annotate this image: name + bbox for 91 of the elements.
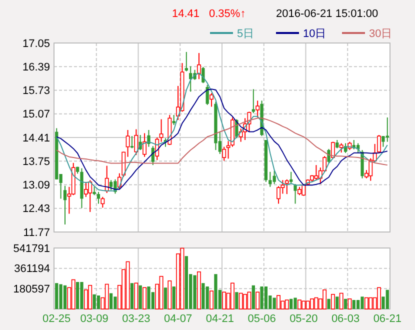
bar — [252, 285, 255, 309]
bar — [214, 274, 218, 309]
bar — [264, 286, 268, 309]
bar — [138, 285, 142, 309]
candlestick — [302, 184, 306, 196]
candlestick — [327, 148, 330, 164]
text: 14.41 — [172, 8, 200, 20]
x-tick-label: 04-07 — [164, 313, 192, 325]
y-tick-label: 12.43 — [22, 203, 50, 216]
candlestick — [100, 196, 105, 208]
candlestick — [256, 100, 260, 118]
bar — [193, 275, 196, 309]
candlestick — [134, 128, 138, 156]
x-tick-label: 02-25 — [42, 313, 71, 325]
bar — [360, 296, 364, 309]
bar — [327, 298, 330, 309]
bar — [356, 300, 360, 309]
candlestick — [159, 118, 164, 142]
x-tick-label: 05-06 — [248, 313, 276, 325]
candlestick — [96, 191, 100, 204]
bar — [114, 296, 117, 309]
y-tick-label: 15.73 — [22, 85, 50, 98]
x-tick-label: 06-21 — [373, 313, 402, 325]
x-tick-label: 03-09 — [80, 313, 108, 325]
candlestick — [377, 134, 381, 154]
candlestick — [382, 136, 385, 148]
candlestick — [147, 129, 150, 148]
candlestick — [109, 180, 113, 191]
legend-label: 30日 — [369, 28, 392, 40]
bar — [172, 286, 176, 309]
bar — [206, 286, 209, 309]
bar — [80, 282, 84, 309]
bar — [59, 284, 62, 309]
y-tick-label: 541791 — [13, 242, 50, 255]
x-tick-label: 06-03 — [331, 313, 360, 325]
bar — [92, 294, 96, 309]
bar — [352, 300, 356, 309]
legend-label: 5日 — [237, 28, 254, 40]
text: 0.35%↑ — [209, 8, 246, 20]
bar — [147, 286, 150, 309]
x-tick-label: 03-23 — [122, 313, 150, 325]
candlestick — [314, 164, 318, 181]
bar — [235, 292, 238, 309]
bar — [202, 283, 205, 309]
bar — [344, 298, 348, 309]
candlestick — [63, 185, 67, 225]
bar — [386, 290, 389, 309]
bar — [76, 282, 80, 309]
candlestick — [189, 66, 192, 92]
bar — [109, 293, 113, 309]
candlestick — [272, 170, 276, 185]
legend-label: 10日 — [303, 28, 326, 40]
y-tick-label: 361194 — [14, 263, 50, 276]
y-tick-label: 15.07 — [22, 108, 50, 121]
candlestick — [268, 171, 272, 188]
bar — [55, 283, 58, 309]
candlestick — [206, 84, 209, 106]
candlestick — [142, 132, 147, 158]
candlestick — [252, 88, 255, 114]
candlestick — [130, 136, 134, 149]
bar — [184, 256, 188, 309]
candlestick — [339, 142, 344, 154]
candlestick — [88, 180, 92, 212]
y-tick-label: 17.05 — [22, 38, 50, 50]
candlestick — [197, 52, 201, 80]
bar — [294, 298, 297, 309]
y-tick-label: 13.09 — [22, 180, 50, 192]
x-tick-label: 04-21 — [206, 313, 234, 325]
bar — [63, 285, 67, 309]
bar — [336, 296, 339, 309]
y-tick-label: 13.75 — [22, 156, 50, 168]
y-tick-label: 14.41 — [22, 132, 50, 144]
bar — [130, 283, 134, 309]
candlestick — [290, 171, 293, 184]
candlestick — [184, 51, 188, 72]
candlestick — [284, 178, 289, 195]
x-tick-label: 05-20 — [290, 313, 318, 325]
candlestick — [222, 146, 226, 162]
y-tick-label: 16.39 — [22, 61, 50, 74]
bar — [96, 295, 100, 309]
bar — [260, 286, 264, 309]
candlestick — [126, 129, 130, 158]
candlestick — [386, 116, 389, 142]
y-tick-label: 11.77 — [23, 226, 50, 239]
candlestick — [294, 184, 297, 204]
bar — [164, 288, 168, 309]
bar — [272, 298, 276, 309]
text: 2016-06-21 15:01:00 — [276, 8, 378, 20]
y-tick-label: 180597 — [13, 284, 50, 296]
candlestick — [210, 92, 214, 108]
bar — [290, 298, 293, 309]
